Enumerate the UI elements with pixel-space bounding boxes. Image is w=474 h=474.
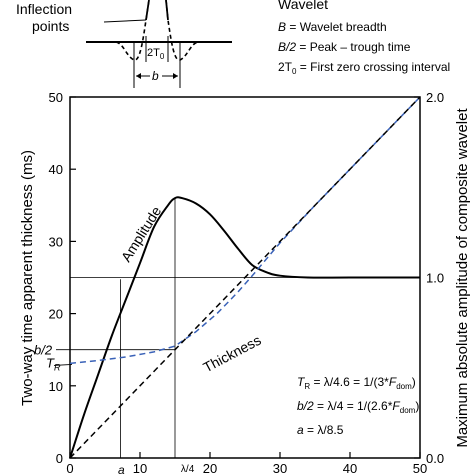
legend-b2: B/2 = Peak – trough time [278,40,411,54]
y-right-tick-label: 1.0 [426,271,444,286]
equation-a: a = λ/8.5 [297,423,344,437]
series-amplitude [69,196,420,459]
equation-b2: b/2 = λ/4 = 1/(2.6*Fdom) [297,399,419,415]
t0-label: 2T0 [147,47,165,61]
series-thickness [69,96,421,365]
wavelet-title: Wavelet [278,0,328,12]
y-axis-right-label: Maximum absolute amplitude of composite … [454,108,471,448]
x-tick-label: 20 [203,461,217,474]
y-right-tick-label: 2.0 [426,90,444,105]
y-left-tick-label: 0 [56,451,63,466]
b2-axis-label: b/2 [34,343,53,358]
x-tick-label: 30 [273,461,287,474]
inflection-pointer [103,19,147,23]
wavelet-inset: Inflection points 2T0 b Wavelet B = Wave… [16,0,450,88]
inflection-label-1: Inflection [16,1,72,17]
y-left-tick-label: 10 [49,379,63,394]
x-tick-label: 50 [413,461,427,474]
a-axis-label: a [118,463,125,474]
series-layer [69,96,421,459]
legend-t0: 2T0 = First zero crossing interval [278,60,450,76]
y-axis-left-label: Two-way time apparent thickness (ms) [19,150,36,406]
x-tick-label: 40 [343,461,357,474]
y-right-tick-label: 0.0 [426,451,444,466]
tr-pointer [53,364,73,366]
series-reference-diagonal [69,96,421,459]
wavelet-peak-curve [145,0,169,21]
x-tick-label: 0 [66,461,73,474]
equation-tr: TR = λ/4.6 = 1/(3*Fdom) [297,375,416,391]
x-tick-label: 10 [133,461,147,474]
lambda-quarter-label: λ/4 [181,464,195,474]
legend-b: B = Wavelet breadth [278,20,387,34]
y-left-tick-label: 20 [49,307,63,322]
b-arrowheads [136,73,178,79]
tr-axis-label: TR [46,355,61,372]
amplitude-curve-label: Amplitude [118,203,165,264]
y-left-tick-label: 40 [49,162,63,177]
y-left-tick-label: 50 [49,90,63,105]
annotation-layer: Amplitude Thickness TRb/2 a λ/4 [34,203,264,474]
b-label: b [152,69,159,83]
thickness-curve-label: Thickness [200,332,263,376]
y-left-tick-label: 30 [49,234,63,249]
reference-lines [56,198,420,458]
inflection-label-2: points [32,18,69,34]
